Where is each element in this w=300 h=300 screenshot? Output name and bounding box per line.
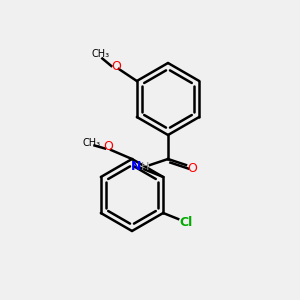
Text: H: H (141, 161, 150, 172)
Text: Cl: Cl (179, 215, 192, 229)
Text: O: O (187, 161, 197, 175)
Text: N: N (131, 160, 142, 173)
Text: O: O (111, 59, 121, 73)
Text: O: O (103, 140, 113, 154)
Text: CH₃: CH₃ (92, 49, 110, 59)
Text: CH₃: CH₃ (82, 137, 100, 148)
